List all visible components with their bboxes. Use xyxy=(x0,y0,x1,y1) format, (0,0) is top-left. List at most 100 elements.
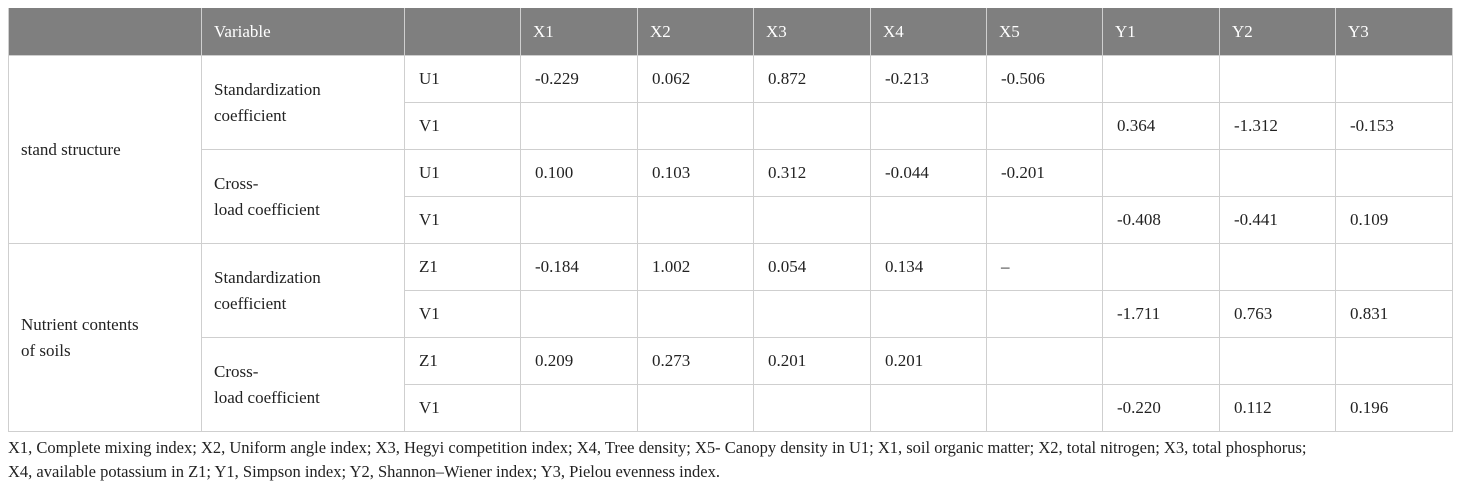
value-cell xyxy=(1102,149,1220,197)
value-cell xyxy=(1219,55,1336,103)
value-cell xyxy=(520,384,638,432)
value-cell: -0.408 xyxy=(1102,196,1220,244)
value-cell: -0.229 xyxy=(520,55,638,103)
value-cell: 0.112 xyxy=(1219,384,1336,432)
category-label-line: load coefficient xyxy=(214,387,320,407)
value-cell: 0.763 xyxy=(1219,290,1336,338)
header-cell: Y3 xyxy=(1335,8,1453,56)
category-label-line: load coefficient xyxy=(214,199,320,219)
value-cell: 0.109 xyxy=(1335,196,1453,244)
value-cell: 0.209 xyxy=(520,337,638,385)
value-cell: -0.441 xyxy=(1219,196,1336,244)
value-cell xyxy=(1102,337,1220,385)
category-label-line: coefficient xyxy=(214,105,287,125)
value-cell: -0.201 xyxy=(986,149,1103,197)
table-row: Nutrient contents of soils Standardizati… xyxy=(8,243,1453,432)
value-cell xyxy=(753,290,871,338)
value-cell xyxy=(1335,55,1453,103)
value-cell: 0.196 xyxy=(1335,384,1453,432)
value-cell xyxy=(520,102,638,150)
value-cell xyxy=(520,290,638,338)
value-cell: 0.312 xyxy=(753,149,871,197)
value-cell: 0.062 xyxy=(637,55,754,103)
value-cell: -0.213 xyxy=(870,55,987,103)
sub-label: V1 xyxy=(404,102,521,150)
value-cell: 0.273 xyxy=(637,337,754,385)
value-cell xyxy=(1219,337,1336,385)
header-cell xyxy=(8,8,202,56)
sub-label: Z1 xyxy=(404,337,521,385)
value-cell xyxy=(870,384,987,432)
value-cell: 0.103 xyxy=(637,149,754,197)
header-row: Variable X1 X2 X3 X4 X5 Y1 Y2 Y3 xyxy=(8,8,1453,56)
table-row: Cross- load coefficient U1 0.100 0.103 0… xyxy=(9,149,1453,244)
value-cell xyxy=(637,102,754,150)
value-cell xyxy=(637,290,754,338)
footnote-line: X4, available potassium in Z1; Y1, Simps… xyxy=(8,462,720,481)
group-label: Nutrient contents of soils xyxy=(8,243,202,432)
value-cell xyxy=(753,196,871,244)
value-cell xyxy=(870,290,987,338)
value-cell xyxy=(1102,55,1220,103)
header-cell: X2 xyxy=(637,8,754,56)
value-cell xyxy=(986,337,1103,385)
table-row: Cross- load coefficient Z1 0.209 0.273 0… xyxy=(9,337,1453,432)
value-cell xyxy=(753,384,871,432)
value-cell xyxy=(986,196,1103,244)
value-cell: -0.220 xyxy=(1102,384,1220,432)
table-row: stand structure Standardization coeffici… xyxy=(8,55,1453,244)
value-cell: 0.201 xyxy=(753,337,871,385)
header-cell: Y1 xyxy=(1102,8,1220,56)
value-cell: 0.364 xyxy=(1102,102,1220,150)
header-cell xyxy=(404,8,521,56)
sub-label: V1 xyxy=(404,290,521,338)
sub-label: V1 xyxy=(404,196,521,244)
results-table: Variable X1 X2 X3 X4 X5 Y1 Y2 Y3 stand s… xyxy=(8,8,1453,432)
footnote-line: X1, Complete mixing index; X2, Uniform a… xyxy=(8,438,1307,457)
group-label-line: of soils xyxy=(21,340,71,360)
category-label-line: Standardization xyxy=(214,79,321,99)
value-cell: 1.002 xyxy=(637,243,754,291)
category-label: Cross- load coefficient xyxy=(201,337,405,432)
value-cell: 0.872 xyxy=(753,55,871,103)
table-row: V1 -0.408 -0.441 0.109 xyxy=(9,196,1453,244)
category-label: Standardization coefficient xyxy=(201,243,405,338)
value-cell: 0.054 xyxy=(753,243,871,291)
value-cell xyxy=(1219,243,1336,291)
value-cell xyxy=(637,384,754,432)
sub-label: Z1 xyxy=(404,243,521,291)
value-cell xyxy=(1102,243,1220,291)
value-cell: -0.044 xyxy=(870,149,987,197)
value-cell xyxy=(986,102,1103,150)
group-label-text: stand structure xyxy=(21,139,121,159)
value-cell: -1.312 xyxy=(1219,102,1336,150)
table-row: V1 0.364 -1.312 -0.153 xyxy=(9,102,1453,150)
value-cell xyxy=(986,384,1103,432)
value-cell xyxy=(1335,337,1453,385)
value-cell xyxy=(637,196,754,244)
value-cell: 0.100 xyxy=(520,149,638,197)
value-cell: 0.831 xyxy=(1335,290,1453,338)
table-footnote: X1, Complete mixing index; X2, Uniform a… xyxy=(8,436,1452,484)
sub-label: U1 xyxy=(404,55,521,103)
table-row: V1 -0.220 0.112 0.196 xyxy=(9,384,1453,432)
value-cell xyxy=(1219,149,1336,197)
category-label-line: Cross- xyxy=(214,361,259,381)
value-cell xyxy=(520,196,638,244)
category-label-line: coefficient xyxy=(214,293,287,313)
value-cell: 0.201 xyxy=(870,337,987,385)
header-cell: X3 xyxy=(753,8,871,56)
value-cell xyxy=(1335,243,1453,291)
group-label-line: Nutrient contents xyxy=(21,314,139,334)
header-cell: Variable xyxy=(201,8,405,56)
category-label: Cross- load coefficient xyxy=(201,149,405,244)
header-cell: X1 xyxy=(520,8,638,56)
sub-label: V1 xyxy=(404,384,521,432)
value-cell xyxy=(753,102,871,150)
header-cell: X5 xyxy=(986,8,1103,56)
header-cell: Y2 xyxy=(1219,8,1336,56)
value-cell: 0.134 xyxy=(870,243,987,291)
category-label-line: Standardization xyxy=(214,267,321,287)
category-label: Standardization coefficient xyxy=(201,55,405,150)
